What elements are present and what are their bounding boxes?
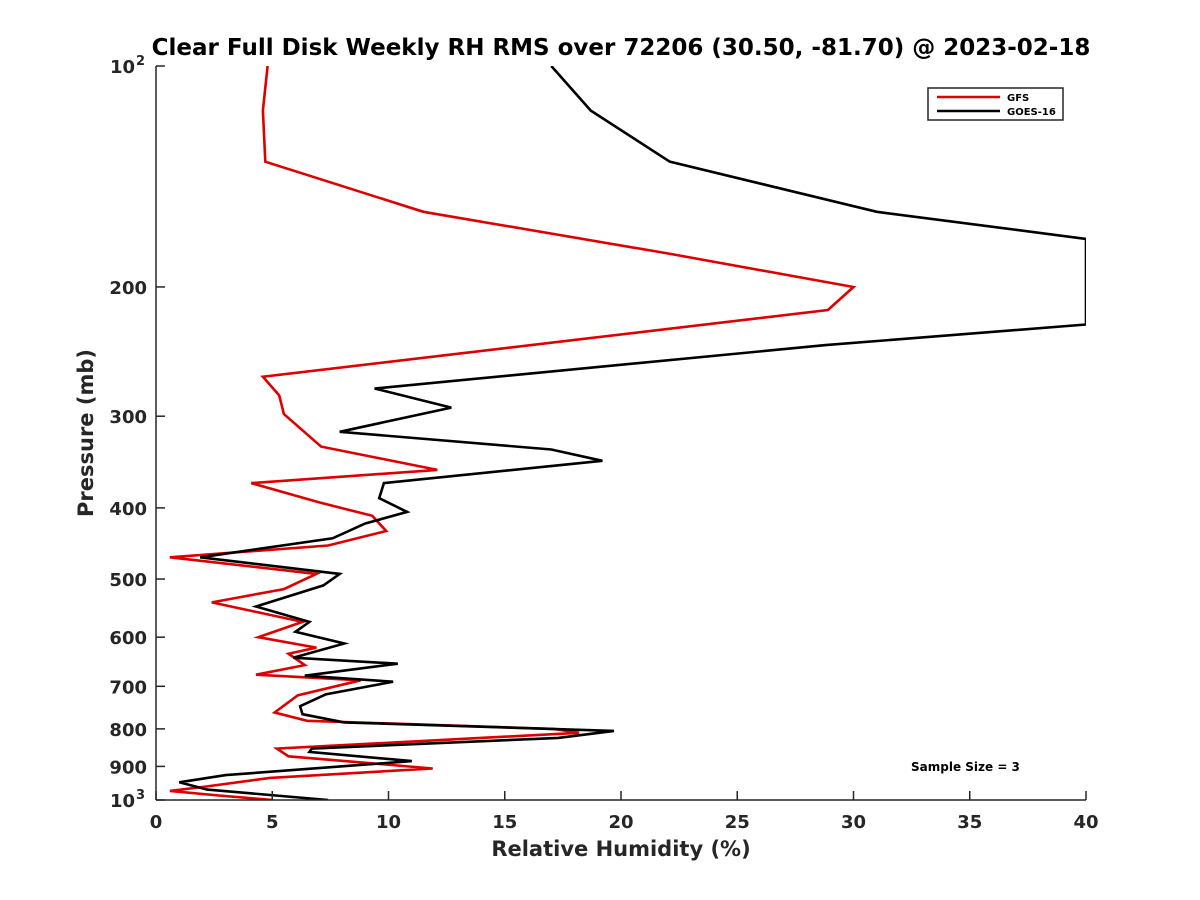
plot-area [169, 66, 1086, 800]
sample-size-annotation: Sample Size = 3 [911, 760, 1020, 774]
y-tick-label: 300 [109, 407, 147, 428]
y-tick-label: 900 [109, 757, 147, 778]
x-tick-label: 10 [376, 812, 401, 833]
y-tick-label: 10 [110, 57, 135, 78]
y-tick-label: 500 [109, 570, 147, 591]
legend-label-gfs: GFS [1007, 93, 1029, 104]
y-tick-label: 700 [109, 677, 147, 698]
y-tick-label: 600 [109, 628, 147, 649]
y-axis-label: Pressure (mb) [74, 349, 98, 517]
x-tick-label: 35 [957, 812, 982, 833]
y-tick-label: 800 [109, 720, 147, 741]
x-tick-label: 5 [266, 812, 279, 833]
series-line-goes-16 [178, 66, 1086, 800]
x-tick-label: 25 [725, 812, 750, 833]
y-tick-exponent: 3 [136, 788, 145, 803]
y-tick-label: 400 [109, 499, 147, 520]
legend: GFS GOES-16 [927, 87, 1064, 121]
x-tick-label: 40 [1073, 812, 1098, 833]
series-line-gfs [169, 66, 857, 800]
x-axis-label: Relative Humidity (%) [491, 837, 750, 861]
x-tick-label: 20 [608, 812, 633, 833]
legend-box [927, 87, 1064, 121]
legend-label-goes-16: GOES-16 [1007, 107, 1056, 118]
y-tick-label: 10 [110, 791, 135, 812]
y-tick-exponent: 2 [136, 54, 145, 69]
chart-title: Clear Full Disk Weekly RH RMS over 72206… [152, 35, 1091, 61]
x-tick-label: 0 [150, 812, 163, 833]
x-tick-label: 15 [492, 812, 517, 833]
x-tick-label: 30 [841, 812, 866, 833]
y-tick-label: 200 [109, 278, 147, 299]
